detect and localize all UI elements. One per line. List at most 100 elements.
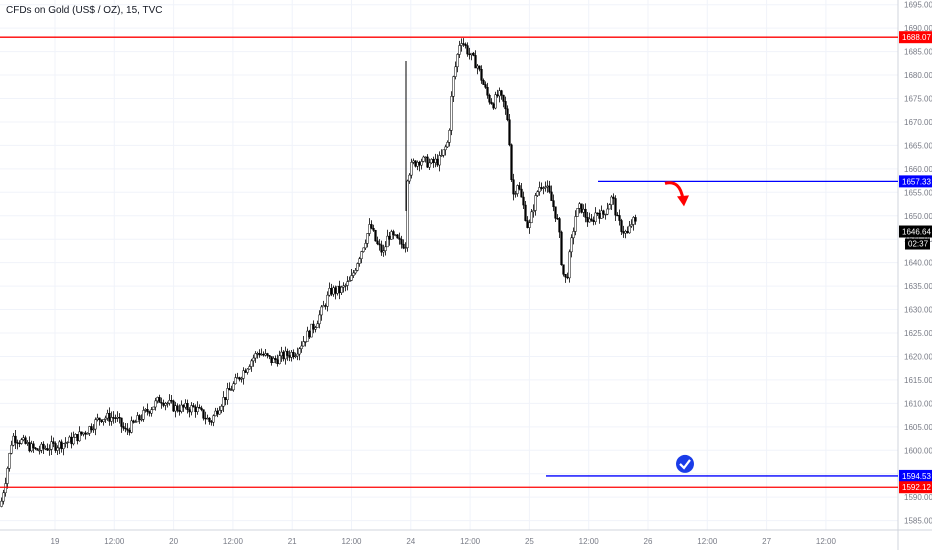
candle-down xyxy=(160,402,163,404)
x-tick-label: 12:00 xyxy=(697,537,718,546)
candle-down xyxy=(216,410,219,415)
candle-up xyxy=(326,294,329,307)
candle-up xyxy=(304,341,307,343)
y-tick-label: 1630.00 xyxy=(904,306,932,315)
y-tick-label: 1660.00 xyxy=(904,165,932,174)
candle-down xyxy=(496,94,499,97)
candle-up xyxy=(92,428,95,431)
y-tick-label: 1690.00 xyxy=(904,24,932,33)
candle-up xyxy=(2,492,5,502)
candle-up xyxy=(94,419,97,430)
candle-down xyxy=(560,231,563,265)
candle-up xyxy=(290,352,293,358)
candle-down xyxy=(506,108,509,120)
candle-up xyxy=(242,370,245,379)
candle-down xyxy=(36,448,39,451)
candle-up xyxy=(386,235,389,248)
candle-up xyxy=(4,483,7,494)
price-label-bg xyxy=(899,481,932,494)
price-label: 1592.12 xyxy=(902,483,931,492)
candle-up xyxy=(342,285,345,288)
candle-up xyxy=(316,323,319,328)
candle-down xyxy=(482,80,485,85)
candle-up xyxy=(446,142,449,148)
candle-up xyxy=(604,213,607,216)
candle-down xyxy=(188,409,191,413)
candle-up xyxy=(470,52,473,55)
candle-up xyxy=(538,187,541,193)
candle-down xyxy=(380,244,383,253)
candle-down xyxy=(124,427,127,430)
candle-up xyxy=(26,442,29,444)
candle-down xyxy=(564,274,567,278)
candle-up xyxy=(30,443,33,452)
candle-up xyxy=(232,383,235,391)
candle-up xyxy=(314,327,317,330)
check-circle-icon xyxy=(676,454,694,473)
candle-down xyxy=(418,162,421,166)
candle-down xyxy=(334,287,337,294)
candle-up xyxy=(416,162,419,167)
candle-down xyxy=(626,231,629,234)
y-tick-label: 1640.00 xyxy=(904,259,932,268)
candle-down xyxy=(592,220,595,222)
candle-up xyxy=(252,357,255,362)
countdown-bg xyxy=(905,238,930,250)
candle-up xyxy=(442,149,445,156)
candle-down xyxy=(616,214,619,217)
candle-up xyxy=(440,155,443,157)
candle-down xyxy=(324,305,327,307)
candle-down xyxy=(552,200,555,208)
candle-up xyxy=(272,358,275,363)
candle-up xyxy=(424,156,427,158)
candle-down xyxy=(46,448,49,451)
y-tick-label: 1600.00 xyxy=(904,446,932,455)
candle-down xyxy=(474,55,477,69)
candle-down xyxy=(392,231,395,236)
x-tick-label: 19 xyxy=(51,537,60,546)
candle-down xyxy=(178,410,181,412)
candle-up xyxy=(12,435,15,446)
candle-down xyxy=(84,432,87,435)
x-tick-label: 20 xyxy=(169,537,178,546)
candle-up xyxy=(570,237,573,253)
candle-up xyxy=(318,314,321,325)
candle-up xyxy=(444,146,447,151)
x-tick-label: 12:00 xyxy=(579,537,600,546)
price-label-bg xyxy=(899,469,932,482)
candle-down xyxy=(502,94,505,102)
candle-up xyxy=(340,286,343,293)
candle-up xyxy=(104,417,107,420)
candle-up xyxy=(48,449,51,451)
candle-up xyxy=(56,447,59,451)
candle-down xyxy=(590,218,593,221)
candle-down xyxy=(500,90,503,96)
candle-up xyxy=(516,185,519,194)
candle-down xyxy=(398,237,401,240)
y-tick-label: 1680.00 xyxy=(904,71,932,80)
candle-up xyxy=(448,130,451,143)
candle-up xyxy=(352,272,355,276)
candle-down xyxy=(224,397,227,401)
candle-down xyxy=(492,103,495,109)
candle-up xyxy=(336,285,339,294)
y-tick-label: 1635.00 xyxy=(904,282,932,291)
y-tick-label: 1585.00 xyxy=(904,517,932,526)
candle-up xyxy=(582,208,585,213)
candle-up xyxy=(142,410,145,420)
candle-down xyxy=(330,288,333,295)
candle-up xyxy=(358,258,361,264)
candle-down xyxy=(620,220,623,232)
candle-down xyxy=(510,144,513,181)
candle-down xyxy=(16,442,19,444)
candle-down xyxy=(98,417,101,421)
candle-down xyxy=(524,204,527,221)
candle-up xyxy=(226,388,229,401)
candle-up xyxy=(356,263,359,271)
candle-down xyxy=(270,356,273,363)
candle-up xyxy=(248,366,251,370)
candle-up xyxy=(40,443,43,451)
candle-up xyxy=(174,405,177,412)
candle-down xyxy=(24,437,27,444)
